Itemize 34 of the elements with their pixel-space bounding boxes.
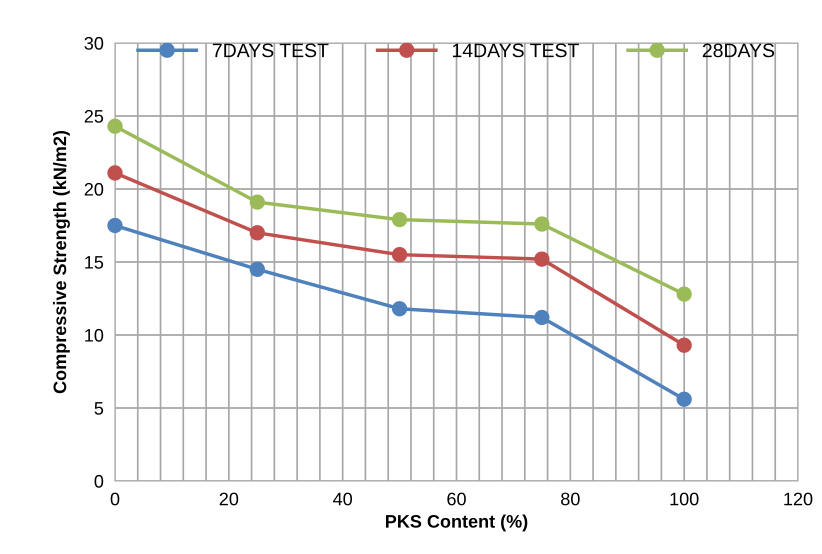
y-axis-title: Compressive Strength (kN/m2) (53, 130, 70, 394)
point (107, 165, 123, 181)
y-tick-label: 30 (84, 36, 104, 50)
x-tick-label: 100 (670, 492, 699, 506)
point (676, 286, 692, 302)
point (534, 216, 550, 232)
x-tick-label: 40 (333, 492, 352, 506)
y-tick-label: 15 (85, 256, 104, 269)
point (534, 251, 550, 267)
y-tick-label: 5 (94, 402, 104, 415)
point (676, 392, 692, 407)
point (250, 262, 265, 277)
point (250, 194, 265, 210)
legend-label: 28DAYS (702, 43, 774, 58)
x-axis-title: PKS Content (%) (386, 514, 528, 532)
y-tick-label: 10 (85, 328, 104, 342)
x-tick-label: 120 (784, 492, 812, 506)
point (250, 225, 265, 240)
point (392, 247, 408, 262)
point (107, 218, 123, 234)
legend-label: 7DAYS TEST (212, 43, 329, 58)
x-tick-label: 80 (561, 492, 580, 506)
point (392, 212, 408, 228)
y-tick-label: 25 (84, 110, 104, 123)
x-tick-label: 0 (110, 492, 120, 506)
point (676, 338, 692, 353)
point (534, 310, 550, 326)
legend-label: 14DAYS TEST (452, 43, 579, 58)
y-tick-label: 20 (84, 182, 104, 196)
point (392, 301, 408, 316)
y-tick-label: 0 (94, 474, 104, 488)
x-tick-label: 60 (447, 492, 466, 506)
x-tick-label: 20 (220, 492, 238, 506)
point (107, 118, 123, 134)
